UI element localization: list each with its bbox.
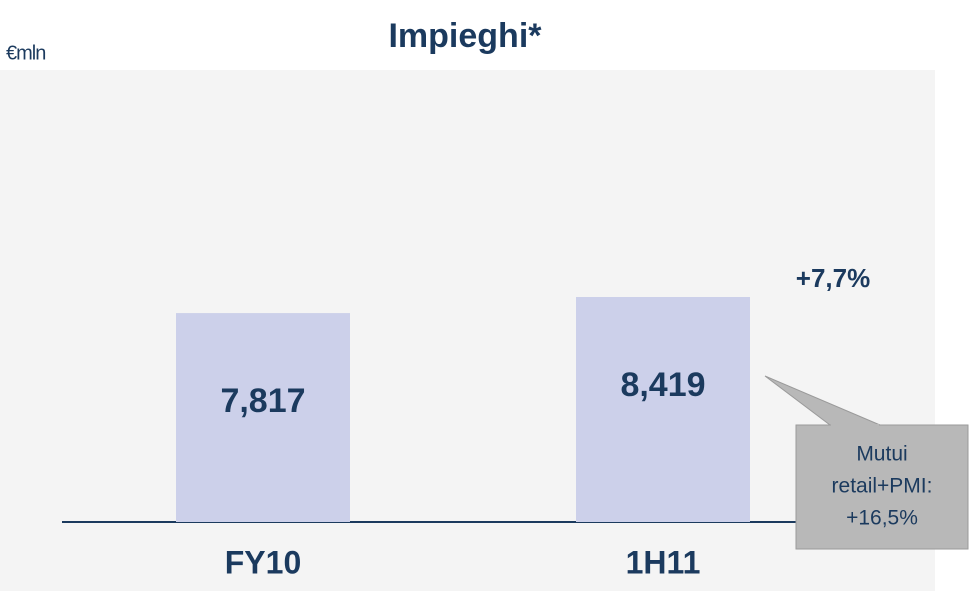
- callout-text: Mutui: [856, 443, 907, 466]
- chart-title: Impieghi*: [388, 17, 542, 55]
- value-label: 7,817: [220, 382, 305, 420]
- callout-box: [795, 424, 969, 550]
- bar: [176, 313, 350, 522]
- value-label: 8,419: [620, 366, 705, 404]
- plot-background: [0, 70, 935, 591]
- callout-text: retail+PMI:: [832, 475, 933, 498]
- x-tick-label: 1H11: [626, 544, 701, 580]
- annotation: +7,7%: [796, 263, 870, 293]
- unit-label: €mln: [6, 42, 45, 64]
- callout-text: +16,5%: [846, 507, 918, 530]
- callout: [764, 375, 969, 550]
- x-tick-label: FY10: [225, 544, 301, 580]
- bar: [576, 297, 750, 522]
